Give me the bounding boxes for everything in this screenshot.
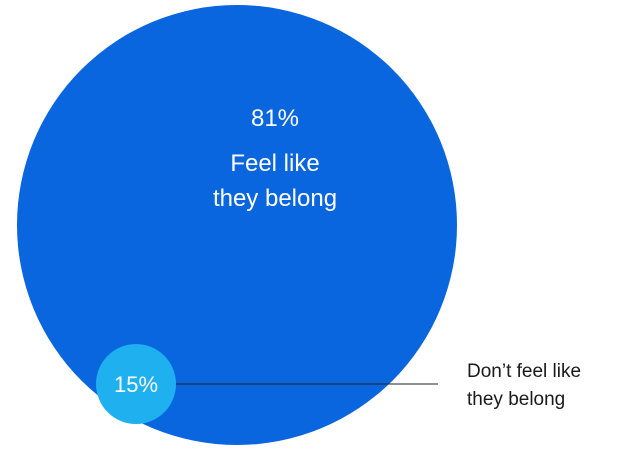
belong-circle	[17, 5, 457, 445]
not-belong-label-line-1: Don’t feel like	[467, 361, 581, 382]
belong-label-line-2: they belong	[213, 185, 337, 212]
belong-value-label: 81%	[251, 105, 299, 132]
belong-label-line-1: Feel like	[230, 150, 319, 177]
not-belong-label-line-2: they belong	[467, 389, 565, 410]
not-belong-circle	[96, 344, 176, 424]
not-belong-value-label: 15%	[114, 372, 158, 397]
